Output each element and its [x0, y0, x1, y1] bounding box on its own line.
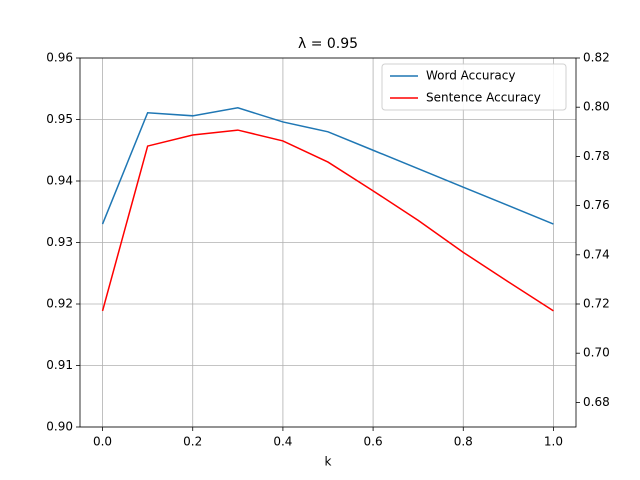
x-tick-label: 0.2 [183, 435, 202, 449]
x-tick-label: 0.8 [454, 435, 473, 449]
x-axis-label: k [325, 455, 332, 469]
data-line [101, 129, 554, 312]
y2-tick-label: 0.74 [583, 247, 610, 261]
legend-label: Sentence Accuracy [426, 91, 541, 105]
y-tick-label: 0.90 [46, 420, 73, 434]
x-tick-label: 0.0 [93, 435, 112, 449]
y-tick-label: 0.95 [46, 112, 73, 126]
y2-tick-label: 0.76 [583, 198, 610, 212]
y2-tick-label: 0.72 [583, 297, 610, 311]
data-line [101, 107, 554, 225]
plot-frame [79, 57, 577, 428]
y-tick-label: 0.91 [46, 358, 73, 372]
x-tick-label: 0.4 [273, 435, 292, 449]
legend-box [381, 63, 567, 111]
y-tick-label: 0.93 [46, 235, 73, 249]
x-tick-label: 1.0 [544, 435, 563, 449]
y2-tick-label: 0.82 [583, 51, 610, 65]
x-tick-label: 0.6 [364, 435, 383, 449]
chart-title: λ = 0.95 [298, 36, 358, 52]
y2-tick-label: 0.78 [583, 149, 610, 163]
legend-label: Word Accuracy [426, 69, 515, 83]
y-tick-label: 0.94 [46, 174, 73, 188]
y-tick-label: 0.96 [46, 51, 73, 65]
y2-tick-label: 0.68 [583, 395, 610, 409]
y2-tick-label: 0.80 [583, 100, 610, 114]
y2-tick-label: 0.70 [583, 346, 610, 360]
y-tick-label: 0.92 [46, 297, 73, 311]
